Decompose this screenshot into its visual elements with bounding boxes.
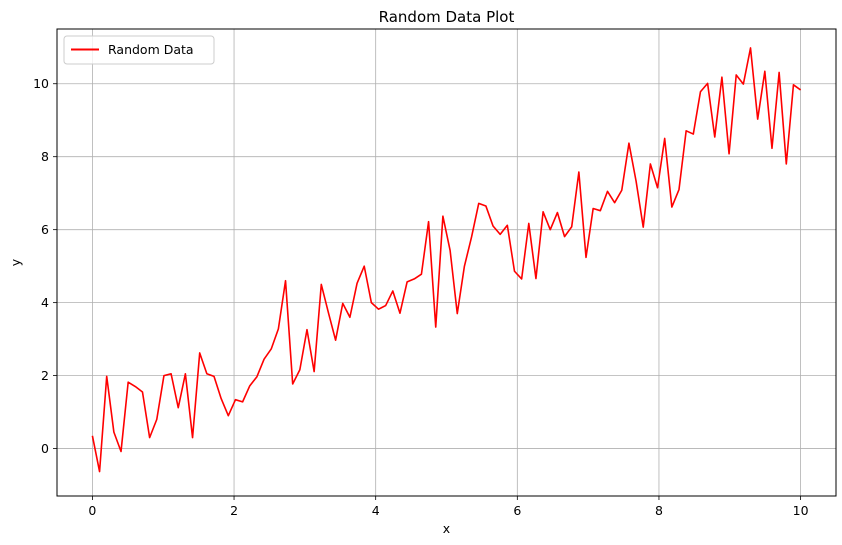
y-tick-label: 10 — [33, 76, 49, 91]
grid-lines — [57, 29, 836, 496]
y-tick-label: 8 — [41, 149, 49, 164]
x-tick-label: 0 — [88, 503, 96, 518]
chart-title: Random Data Plot — [379, 8, 515, 26]
legend: Random Data — [63, 35, 215, 65]
legend-label: Random Data — [108, 42, 194, 57]
legend-box — [63, 35, 215, 65]
x-tick-label: 10 — [793, 503, 809, 518]
axis-ticks: 0 2 4 6 8 10 0 2 4 6 8 10 — [33, 76, 808, 518]
x-axis-label: x — [443, 521, 450, 536]
y-tick-label: 4 — [41, 295, 49, 310]
y-tick-label: 6 — [41, 222, 49, 237]
y-tick-label: 2 — [41, 368, 49, 383]
x-tick-label: 8 — [655, 503, 663, 518]
series-layer — [91, 47, 802, 473]
y-axis-label: y — [8, 258, 23, 266]
x-tick-label: 6 — [513, 503, 521, 518]
y-tick-label: 0 — [41, 441, 49, 456]
plot-area-frame — [56, 28, 837, 497]
series-line-random-data — [91, 47, 802, 473]
x-tick-label: 4 — [372, 503, 380, 518]
x-tick-label: 2 — [230, 503, 238, 518]
